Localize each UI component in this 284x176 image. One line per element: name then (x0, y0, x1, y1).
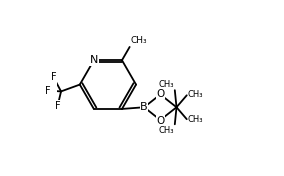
Text: F: F (45, 86, 51, 96)
Text: F: F (55, 101, 60, 111)
Text: CH₃: CH₃ (158, 126, 174, 135)
Text: CH₃: CH₃ (158, 80, 174, 89)
Text: CH₃: CH₃ (188, 115, 203, 124)
Text: B: B (140, 102, 148, 112)
Text: CH₃: CH₃ (188, 90, 203, 99)
Text: CH₃: CH₃ (130, 36, 147, 45)
Text: N: N (90, 55, 98, 65)
Text: O: O (156, 116, 164, 126)
Text: F: F (51, 72, 56, 82)
Text: O: O (156, 89, 164, 99)
